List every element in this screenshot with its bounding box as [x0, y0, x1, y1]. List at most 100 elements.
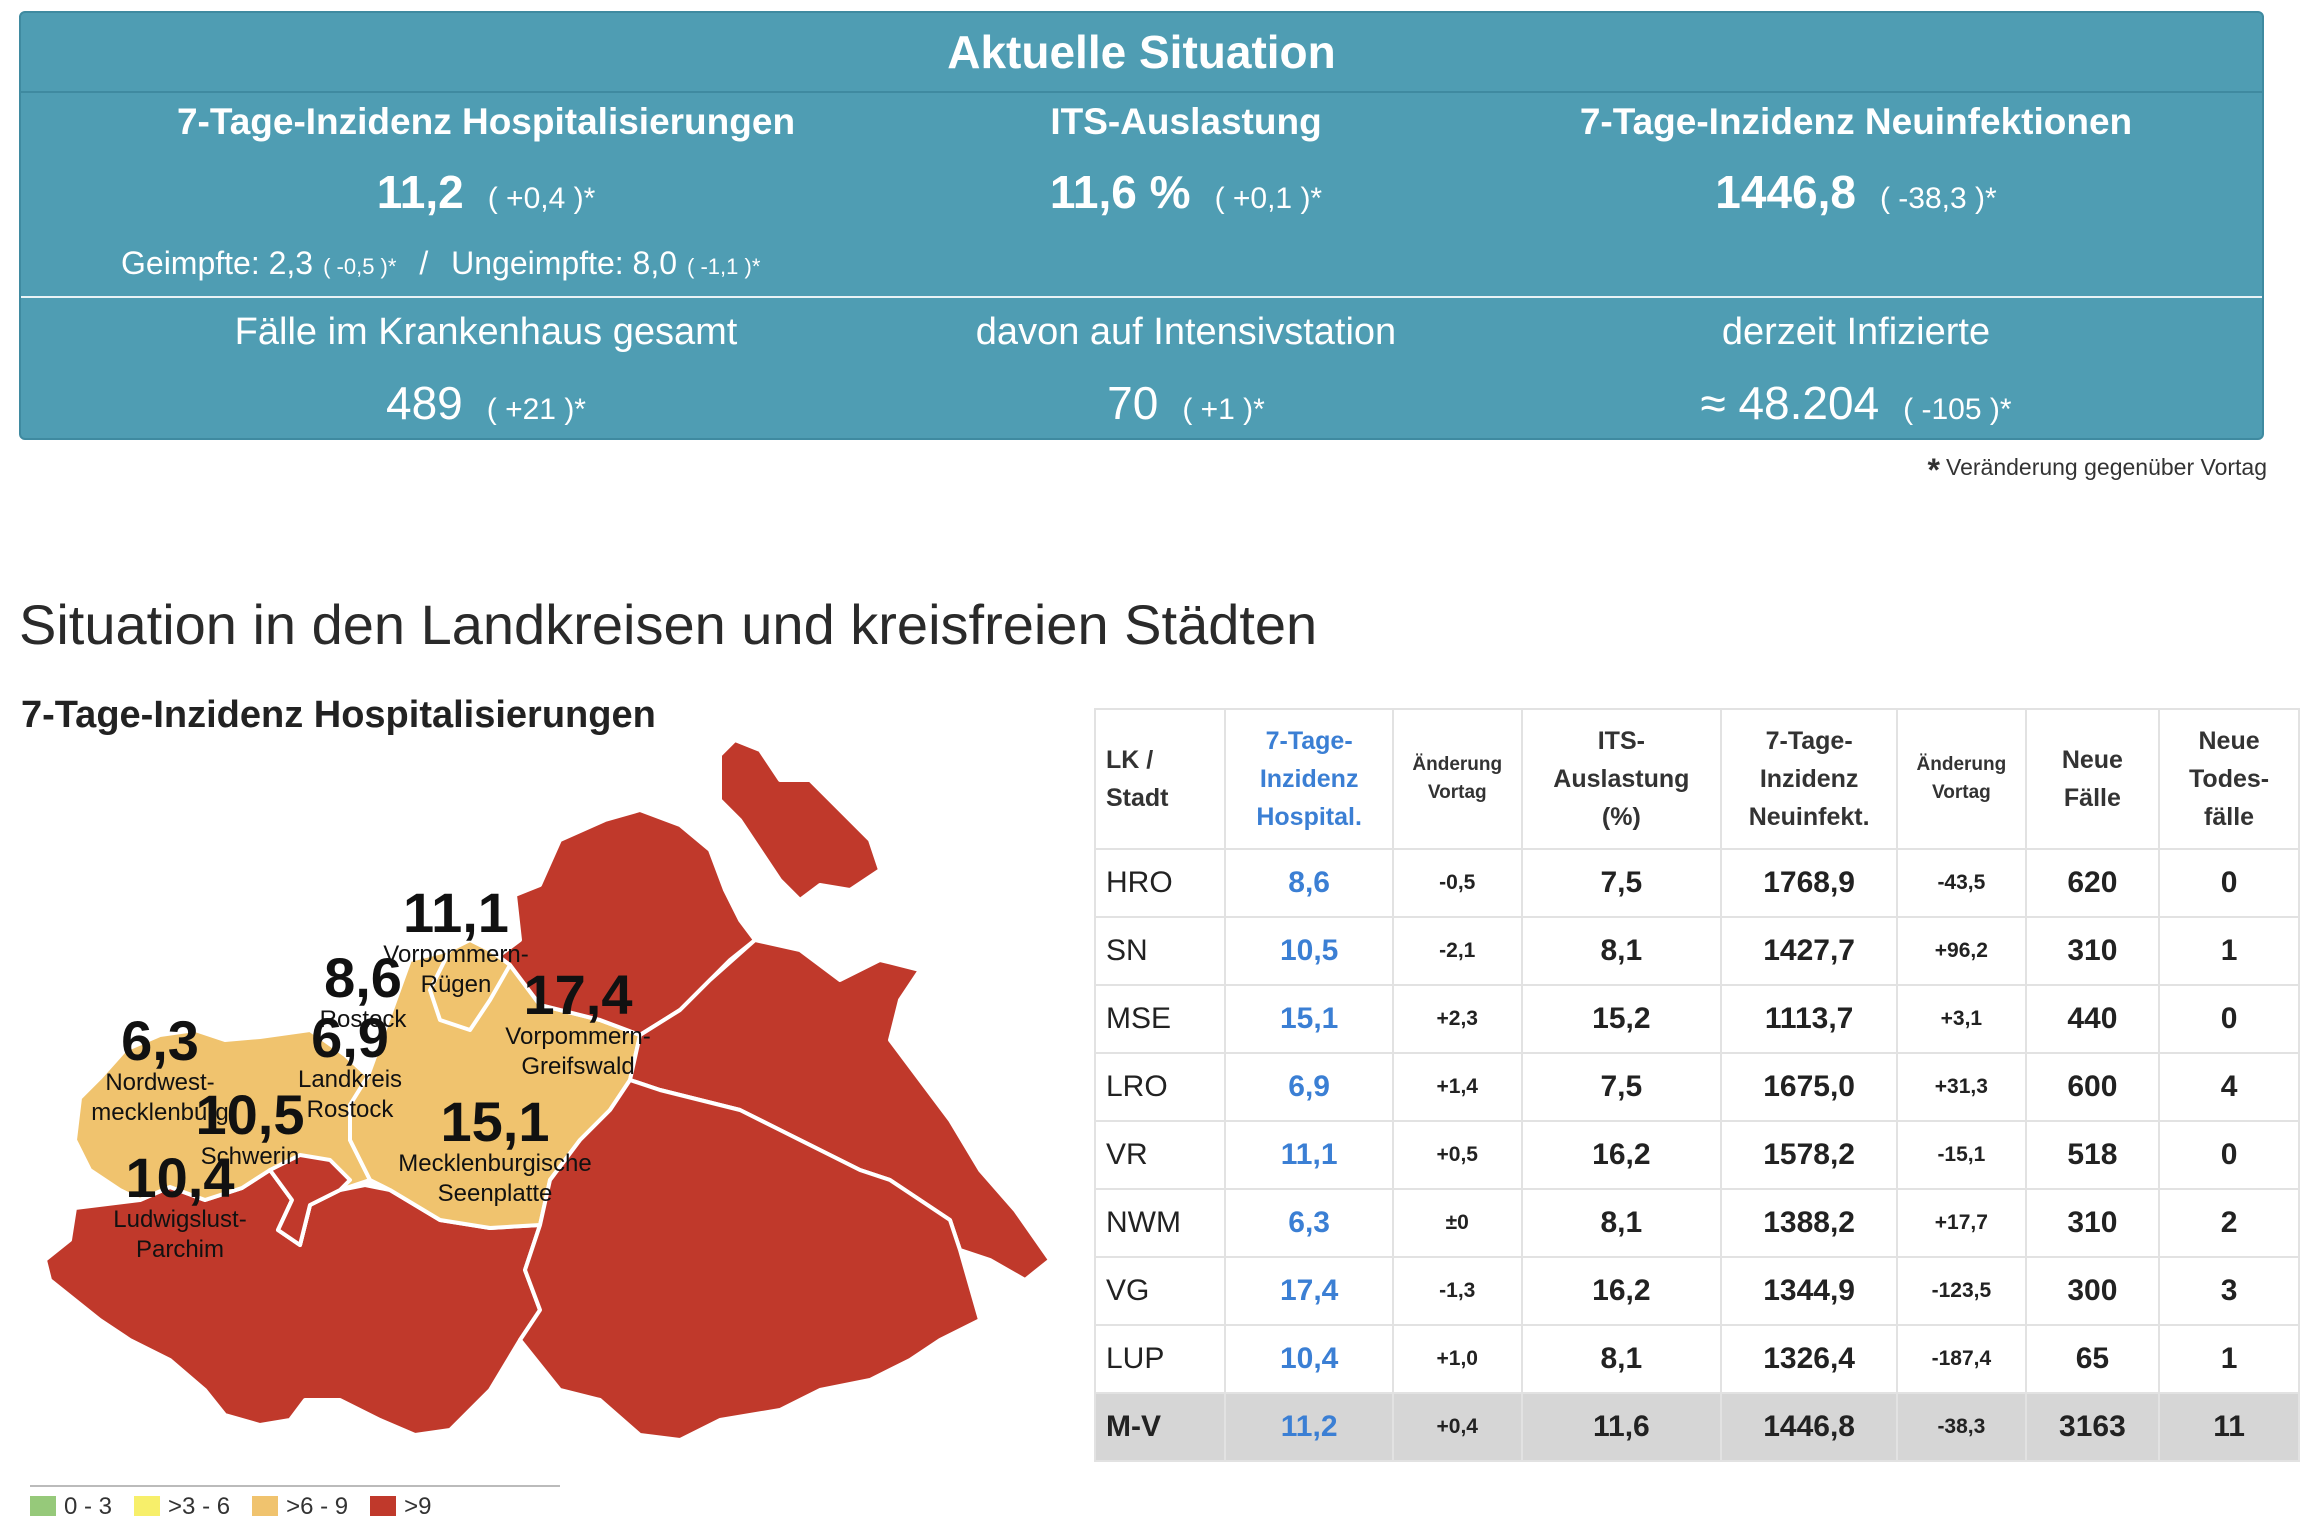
region-name: Rostock	[307, 1096, 395, 1123]
map-legend: 0 - 3 >3 - 6 >6 - 9 >9	[30, 1485, 560, 1516]
cell-hosp: 17,4	[1224, 1256, 1394, 1326]
cell-inf: 1388,2	[1720, 1188, 1899, 1258]
region-name: Vorpommern-	[383, 941, 528, 968]
table-row: VR 11,1 +0,5 16,2 1578,2 -15,1 518 0	[1093, 1120, 2300, 1190]
region-value: 10,5	[196, 1083, 305, 1146]
icu-label: davon auf Intensivstation	[975, 311, 1397, 353]
legend-item: >6 - 9	[252, 1493, 348, 1516]
cell-inf: 1768,9	[1720, 848, 1899, 918]
table-row: HRO 8,6 -0,5 7,5 1768,9 -43,5 620 0	[1093, 848, 2300, 918]
cell-inf: 1446,8	[1720, 1392, 1899, 1462]
legend-item: 0 - 3	[30, 1493, 112, 1516]
cell-deaths: 0	[2158, 984, 2300, 1054]
table-row: NWM 6,3 ±0 8,1 1388,2 +17,7 310 2	[1093, 1188, 2300, 1258]
cell-lk: LUP	[1093, 1324, 1227, 1394]
cell-new: 65	[2024, 1324, 2161, 1394]
table-row: LUP 10,4 +1,0 8,1 1326,4 -187,4 65 1	[1093, 1324, 2300, 1394]
cell-lk: VR	[1093, 1120, 1227, 1190]
cell-lk: MSE	[1093, 984, 1227, 1054]
cell-new: 310	[2024, 1188, 2161, 1258]
region-name: Greifswald	[521, 1053, 634, 1080]
footnote-text: Veränderung gegenüber Vortag	[1946, 454, 2267, 480]
region-name: Vorpommern-	[505, 1023, 650, 1050]
district-table: LK / Stadt 7-Tage- Inzidenz Hospital. Än…	[1093, 708, 2300, 1462]
cell-chg1: -2,1	[1391, 916, 1523, 986]
region-value: 15,1	[441, 1090, 550, 1153]
col-infection-change[interactable]: Änderung Vortag	[1896, 708, 2027, 850]
cell-chg1: +1,4	[1391, 1052, 1523, 1122]
cell-new: 440	[2024, 984, 2161, 1054]
cell-inf: 1326,4	[1720, 1324, 1899, 1394]
cell-new: 600	[2024, 1052, 2161, 1122]
region-name: Seenplatte	[438, 1180, 553, 1207]
cell-inf: 1113,7	[1720, 984, 1899, 1054]
region-name: Mecklenburgische	[398, 1150, 591, 1177]
cell-deaths: 0	[2158, 1120, 2300, 1190]
legend-label: >9	[404, 1493, 432, 1516]
new-infections-delta: ( -38,3 )*	[1879, 182, 1997, 215]
footnote-star: *	[1927, 452, 1940, 488]
legend-item: >3 - 6	[134, 1493, 230, 1516]
cell-its: 8,1	[1520, 916, 1723, 986]
hospital-total-delta: ( +21 )*	[486, 393, 586, 426]
col-its[interactable]: ITS- Auslastung (%)	[1520, 708, 1723, 850]
cell-lk: M-V	[1093, 1392, 1227, 1462]
legend-label: >3 - 6	[168, 1493, 231, 1516]
hospital-total-value: 489	[386, 377, 463, 429]
cell-inf: 1427,7	[1720, 916, 1899, 986]
region-name: Landkreis	[298, 1066, 402, 1093]
current-situation-panel: Aktuelle Situation 7-Tage-Inzidenz Hospi…	[19, 11, 2264, 440]
cell-chg1: +2,3	[1391, 984, 1523, 1054]
cell-chg2: -123,5	[1896, 1256, 2027, 1326]
cell-hosp: 15,1	[1224, 984, 1394, 1054]
hosp-incidence-block: 7-Tage-Inzidenz Hospitalisierungen 11,2 (…	[21, 101, 951, 219]
region-value: 6,3	[121, 1009, 199, 1072]
region-vorpommern-ruegen[interactable]	[478, 738, 882, 1037]
cell-deaths: 1	[2158, 916, 2300, 986]
region-value: 6,9	[311, 1006, 389, 1069]
its-label: ITS-Auslastung	[1050, 101, 1322, 142]
cell-chg2: -43,5	[1896, 848, 2027, 918]
cell-hosp: 8,6	[1224, 848, 1394, 918]
table-row: MSE 15,1 +2,3 15,2 1113,7 +3,1 440 0	[1093, 984, 2300, 1054]
col-lk[interactable]: LK / Stadt	[1093, 708, 1227, 850]
its-delta: ( +0,1 )*	[1214, 182, 1323, 215]
region-schwerin[interactable]	[268, 1153, 352, 1247]
cell-chg1: +1,0	[1391, 1324, 1523, 1394]
change-footnote: * Veränderung gegenüber Vortag	[1928, 452, 2267, 489]
col-new-cases[interactable]: Neue Fälle	[2024, 708, 2161, 850]
cell-lk: SN	[1093, 916, 1227, 986]
cell-chg1: +0,4	[1391, 1392, 1523, 1462]
region-name: mecklenburg	[91, 1099, 228, 1126]
table-row: SN 10,5 -2,1 8,1 1427,7 +96,2 310 1	[1093, 916, 2300, 986]
legend-label: >6 - 9	[286, 1493, 349, 1516]
legend-swatch	[252, 1496, 279, 1516]
cell-chg2: -15,1	[1896, 1120, 2027, 1190]
region-mecklenburgische-seenplatte[interactable]	[518, 1078, 982, 1442]
legend-swatch	[134, 1496, 161, 1516]
col-hosp-incidence[interactable]: 7-Tage- Inzidenz Hospital.	[1224, 708, 1394, 850]
cell-chg1: +0,5	[1391, 1120, 1523, 1190]
cell-its: 15,2	[1520, 984, 1723, 1054]
cell-deaths: 1	[2158, 1324, 2300, 1394]
cell-hosp: 11,1	[1224, 1120, 1394, 1190]
region-hansestadt-rostock[interactable]	[428, 938, 512, 1032]
cell-hosp: 10,4	[1224, 1324, 1394, 1394]
cell-hosp: 6,9	[1224, 1052, 1394, 1122]
cell-new: 518	[2024, 1120, 2161, 1190]
cell-hosp: 11,2	[1224, 1392, 1394, 1462]
cell-deaths: 11	[2158, 1392, 2300, 1462]
col-hosp-change[interactable]: Änderung Vortag	[1391, 708, 1523, 850]
hosp-incidence-value: 11,2	[376, 166, 464, 218]
col-new-deaths[interactable]: Neue Todes- fälle	[2158, 708, 2300, 850]
new-infections-block: 7-Tage-Inzidenz Neuinfektionen 1446,8 ( -…	[1461, 101, 2251, 219]
cell-new: 3163	[2024, 1392, 2161, 1462]
table-row: LRO 6,9 +1,4 7,5 1675,0 +31,3 600 4	[1093, 1052, 2300, 1122]
col-new-infection-incidence[interactable]: 7-Tage- Inzidenz Neuinfekt.	[1720, 708, 1899, 850]
cell-its: 8,1	[1520, 1188, 1723, 1258]
cell-chg1: -1,3	[1391, 1256, 1523, 1326]
cell-chg2: -38,3	[1896, 1392, 2027, 1462]
region-name: Nordwest-	[105, 1069, 214, 1096]
cell-its: 8,1	[1520, 1324, 1723, 1394]
cell-deaths: 2	[2158, 1188, 2300, 1258]
